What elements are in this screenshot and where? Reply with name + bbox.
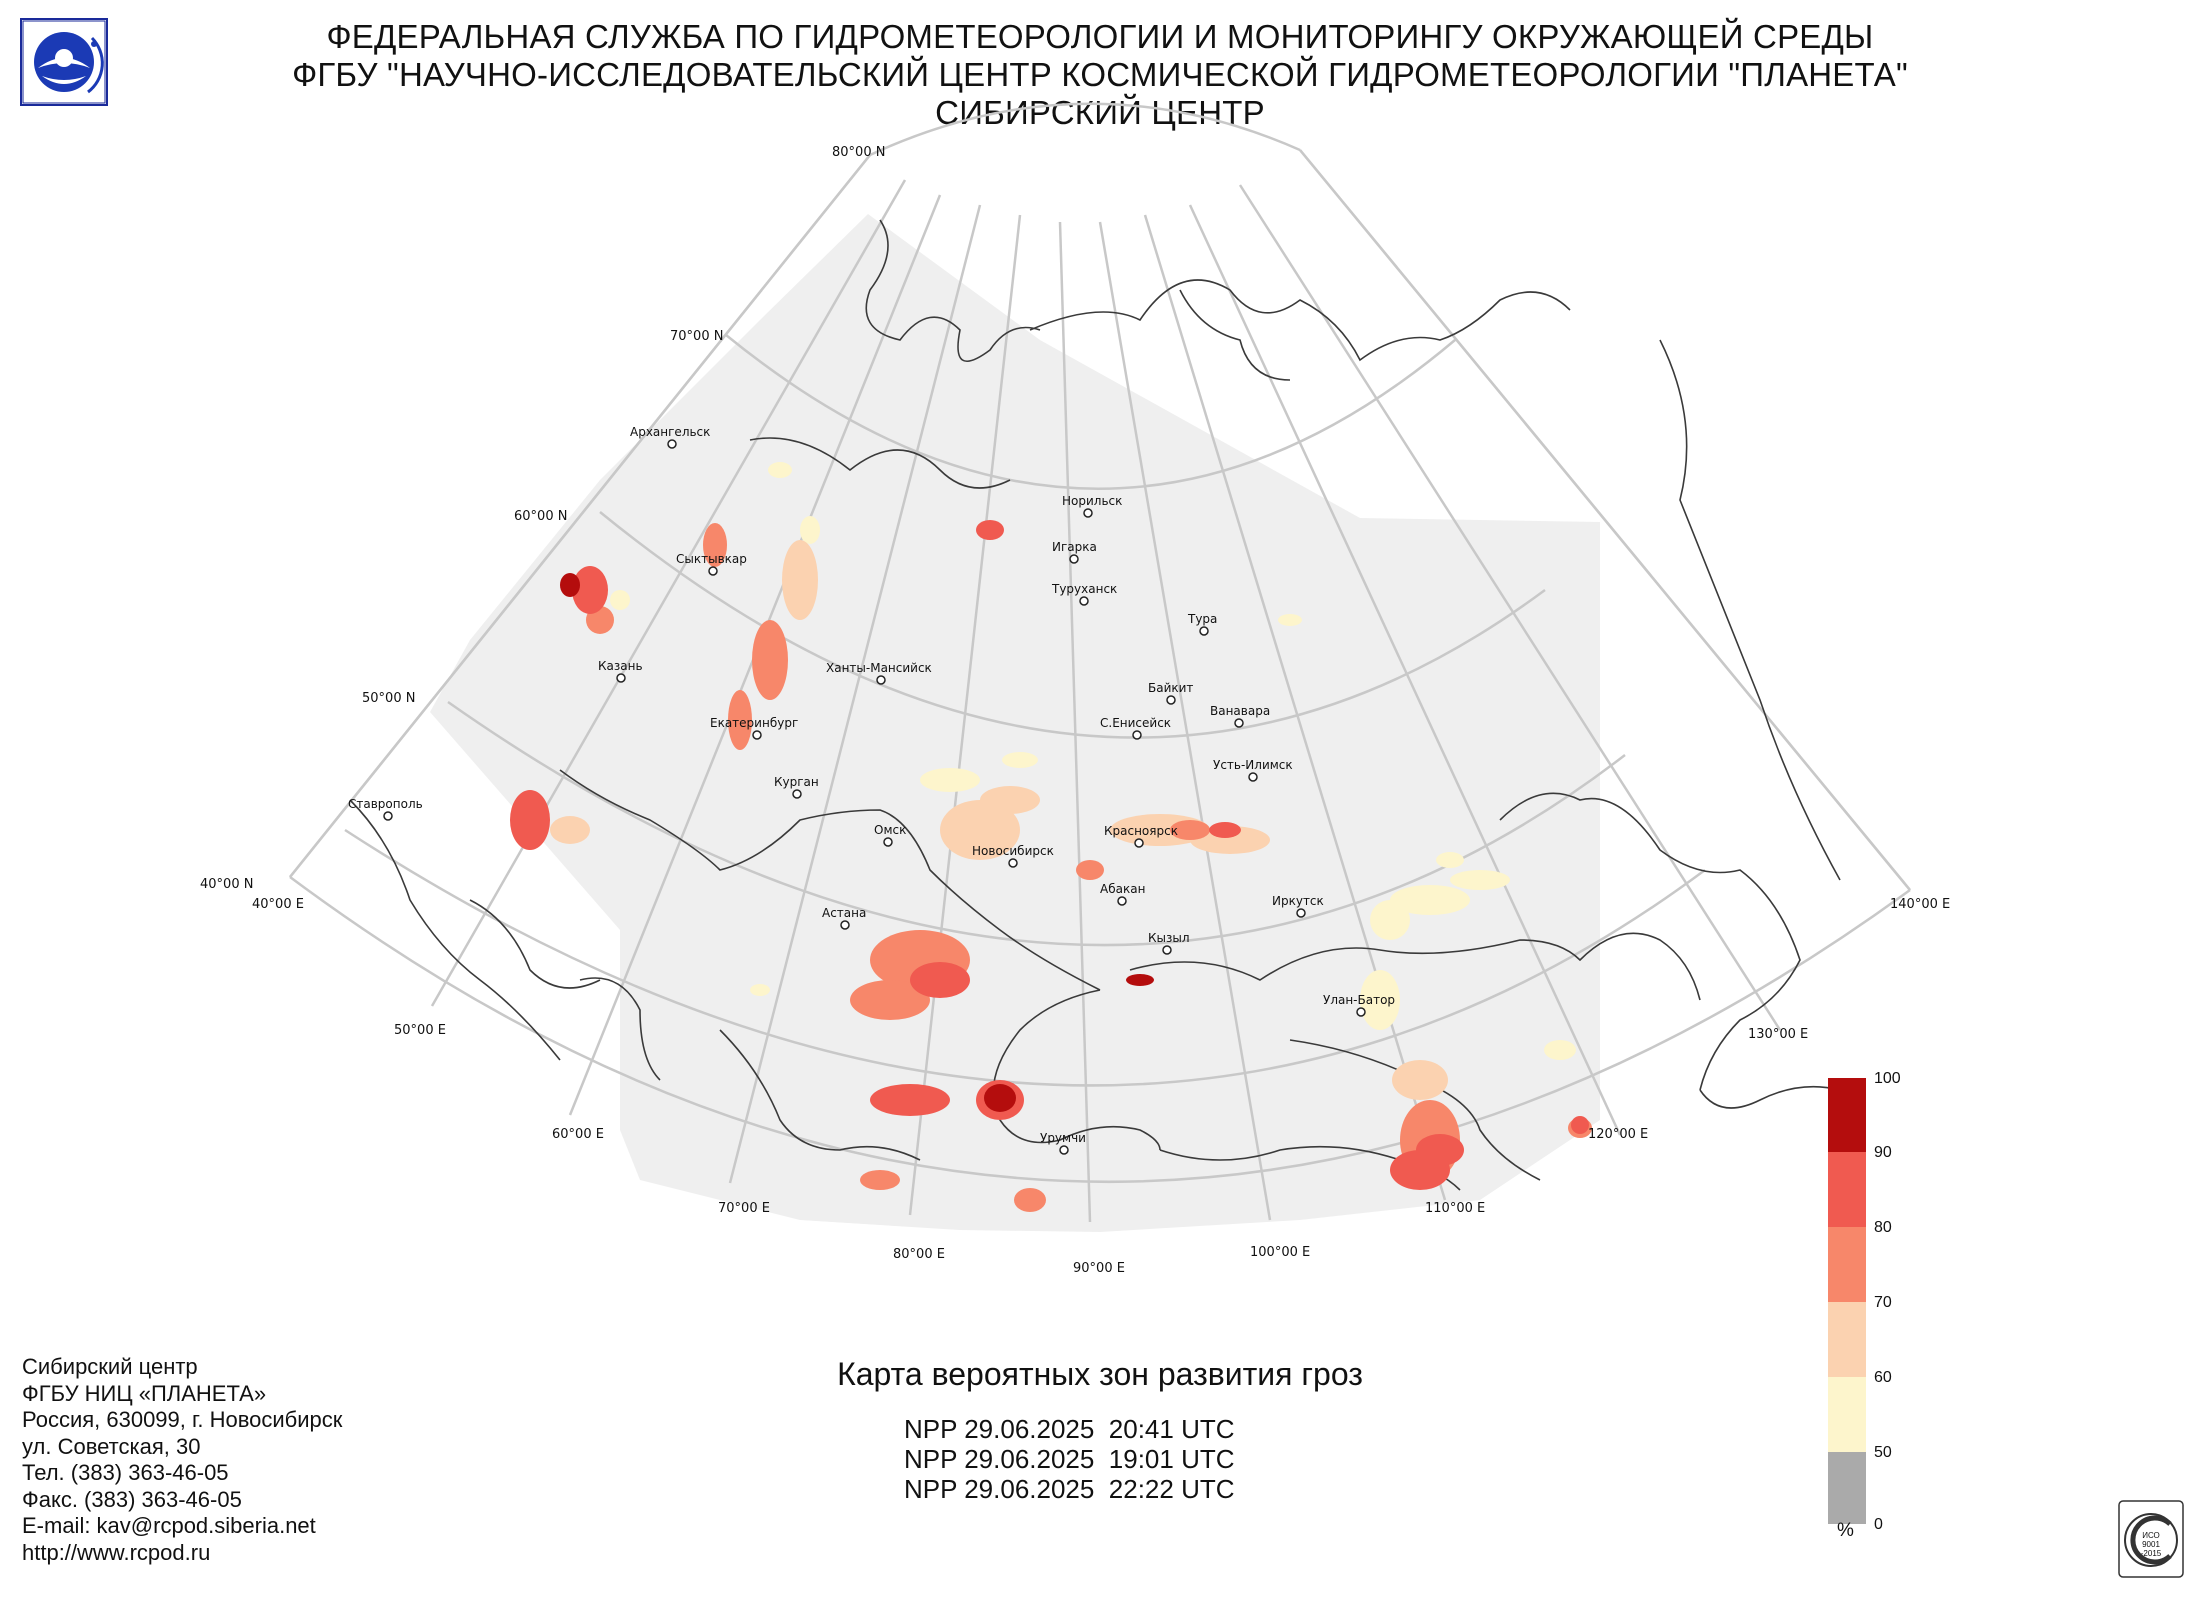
header-line-2: ФГБУ "НАУЧНО-ИССЛЕДОВАТЕЛЬСКИЙ ЦЕНТР КОС… — [292, 56, 1908, 93]
lon-label: 80°00 E — [893, 1247, 945, 1262]
city-label: Игарка — [1052, 540, 1097, 554]
city-label: Норильск — [1062, 494, 1122, 508]
zone-50-60 — [610, 462, 1576, 1060]
legend-tick: 0 — [1874, 1516, 1883, 1533]
legend-swatch-60-70 — [1828, 1302, 1866, 1377]
lat-label: 70°00 N — [670, 329, 723, 344]
storm-zones — [510, 462, 1592, 1212]
legend-unit: % — [1837, 1520, 1854, 1541]
lon-label: 120°00 E — [1588, 1127, 1648, 1142]
city-label: Усть-Илимск — [1213, 758, 1293, 772]
svg-text:9001: 9001 — [2142, 1540, 2160, 1549]
satellite-passes: NPP 29.06.2025 20:41 UTC NPP 29.06.2025 … — [904, 1414, 1235, 1504]
contact-line: Россия, 630099, г. Новосибирск — [22, 1407, 343, 1432]
city-label: Тура — [1187, 612, 1217, 626]
lat-label: 80°00 N — [832, 145, 885, 160]
map-title: Карта вероятных зон развития гроз — [837, 1356, 1363, 1392]
city-label: Астана — [822, 906, 866, 920]
legend-tick: 80 — [1874, 1219, 1892, 1236]
lon-label: 110°00 E — [1425, 1201, 1485, 1216]
lon-label: 90°00 E — [1073, 1261, 1125, 1276]
legend-tick: 90 — [1874, 1144, 1892, 1161]
contact-line: Тел. (383) 363-46-05 — [22, 1460, 229, 1485]
contact-line: Сибирский центр — [22, 1354, 198, 1379]
iso-stamp: ИСО 9001 -2015 — [2118, 1500, 2184, 1578]
graticule-latitudes — [344, 334, 1706, 1087]
city-label: Байкит — [1148, 681, 1193, 695]
lat-label: 60°00 N — [514, 509, 567, 524]
pass-line: NPP 29.06.2025 19:01 UTC — [904, 1444, 1235, 1474]
lon-label: 50°00 E — [394, 1023, 446, 1038]
city-label: Сыктывкар — [676, 552, 747, 566]
zone-60-70 — [550, 540, 1448, 1100]
legend-tick: 70 — [1874, 1294, 1892, 1311]
city-label: Ванавара — [1210, 704, 1270, 718]
lon-label: 100°00 E — [1250, 1245, 1310, 1260]
header-line-1: ФЕДЕРАЛЬНАЯ СЛУЖБА ПО ГИДРОМЕТЕОРОЛОГИИ … — [326, 18, 1874, 55]
legend-swatch-80-90 — [1828, 1152, 1866, 1227]
city-label: Урумчи — [1040, 1131, 1086, 1145]
city-label: Кызыл — [1148, 931, 1190, 945]
coverage-area — [430, 214, 1600, 1232]
planeta-logo — [20, 18, 108, 106]
lon-label: 140°00 E — [1890, 897, 1950, 912]
lon-label: 60°00 E — [552, 1127, 604, 1142]
legend-tick: 50 — [1874, 1444, 1892, 1461]
contact-block: Сибирский центр ФГБУ НИЦ «ПЛАНЕТА» Росси… — [22, 1354, 342, 1566]
lat-label: 50°00 N — [362, 691, 415, 706]
pass-line: NPP 29.06.2025 20:41 UTC — [904, 1414, 1235, 1444]
legend-swatch-0-50 — [1828, 1452, 1866, 1524]
contact-email[interactable]: E-mail: kav@rcpod.siberia.net — [22, 1513, 316, 1538]
contact-line: Факс. (383) 363-46-05 — [22, 1486, 242, 1512]
zone-80-90 — [510, 520, 1589, 1190]
city-labels: Архангельск Норильск Игарка Сыктывкар Ту… — [348, 425, 1395, 1145]
contact-line: ФГБУ НИЦ «ПЛАНЕТА» — [22, 1380, 267, 1406]
city-label: Архангельск — [630, 425, 710, 439]
contact-line: ул. Советская, 30 — [22, 1433, 201, 1459]
graticule-longitudes — [289, 149, 1911, 1223]
probability-legend: 100 90 80 70 60 50 0 — [1820, 1070, 1910, 1533]
legend-swatch-90-100 — [1828, 1078, 1866, 1152]
header-line-3: СИБИРСКИЙ ЦЕНТР — [935, 94, 1265, 131]
city-label: Курган — [774, 775, 819, 789]
lon-label: 130°00 E — [1748, 1027, 1808, 1042]
zone-90-100 — [560, 573, 1154, 1112]
svg-text:-2015: -2015 — [2141, 1549, 2162, 1558]
header: ФЕДЕРАЛЬНАЯ СЛУЖБА ПО ГИДРОМЕТЕОРОЛОГИИ … — [0, 18, 2200, 132]
graticule-labels: 80°00 N 70°00 N 60°00 N 50°00 N 40°00 N … — [200, 145, 1950, 1276]
city-label: Ставрополь — [348, 797, 423, 811]
coastlines-borders — [349, 219, 1841, 1191]
city-label: Иркутск — [1272, 894, 1324, 908]
city-label: Казань — [598, 659, 643, 673]
legend-tick: 100 — [1874, 1070, 1901, 1087]
legend-tick: 60 — [1874, 1369, 1892, 1386]
city-label: Туруханск — [1051, 582, 1117, 596]
city-label: Омск — [874, 823, 906, 837]
legend-swatch-50-60 — [1828, 1377, 1866, 1452]
city-label: Красноярск — [1104, 824, 1178, 838]
city-label: Новосибирск — [972, 844, 1054, 858]
legend-swatch-70-80 — [1828, 1227, 1866, 1302]
pass-line: NPP 29.06.2025 22:22 UTC — [904, 1474, 1235, 1504]
lon-label: 70°00 E — [718, 1201, 770, 1216]
lon-label: 40°00 E — [252, 897, 304, 912]
city-label: Абакан — [1100, 882, 1145, 896]
lat-label: 40°00 N — [200, 877, 253, 892]
svg-text:ИСО: ИСО — [2142, 1531, 2160, 1540]
city-markers — [383, 439, 1366, 1155]
city-label: Екатеринбург — [710, 716, 798, 730]
city-label: Ханты-Мансийск — [826, 661, 932, 675]
city-label: С.Енисейск — [1100, 716, 1171, 730]
contact-website[interactable]: http://www.rcpod.ru — [22, 1539, 211, 1565]
city-label: Улан-Батор — [1323, 993, 1395, 1007]
